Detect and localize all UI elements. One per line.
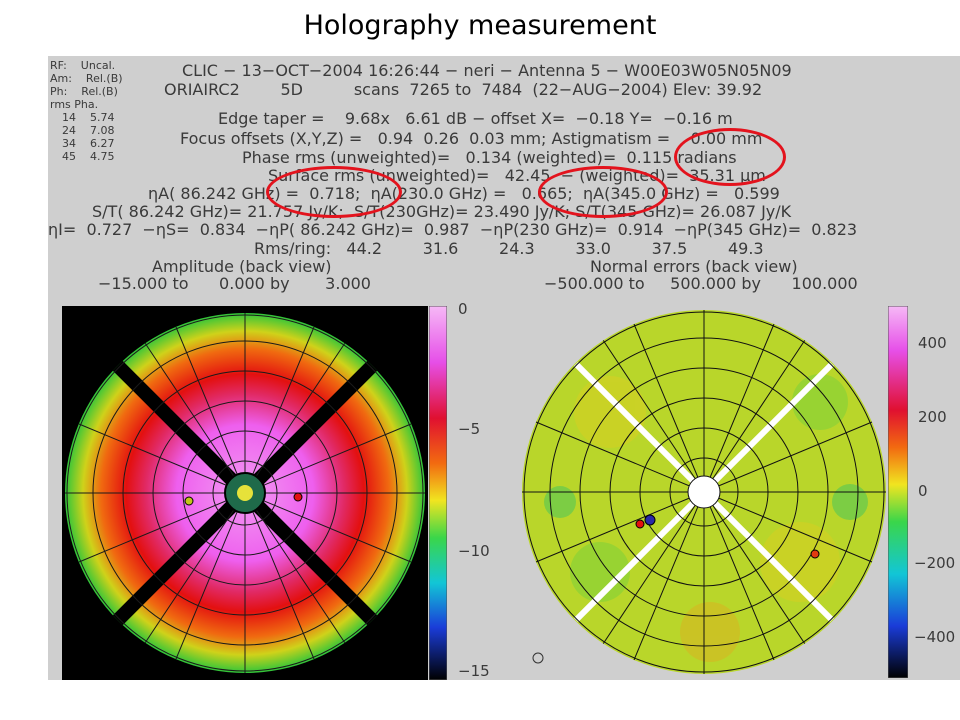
normal-errors-grid [522,310,886,674]
errors-tick-0: 0 [918,482,928,500]
amplitude-tick-10: −10 [458,542,490,560]
normal-errors-colorbar [888,306,908,678]
amplitude-colorbar [429,306,447,680]
rf-label: RF: Uncal. [50,59,116,72]
normal-errors-map [522,310,886,674]
rms-header: rms Pha. [50,98,99,111]
errors-tick-m200: −200 [914,554,956,572]
amplitude-tick-5: −5 [458,420,481,438]
header-line-3: Edge taper = 9.68x 6.61 dB − offset X= −… [218,109,733,128]
rms-row-3: 34 6.27 [62,137,115,150]
errors-tick-m400: −400 [914,628,956,646]
header-line-10: Rms/ring: 44.2 31.6 24.3 33.0 37.5 49.3 [254,239,764,258]
highlight-eta-230 [538,166,668,218]
ph-label: Ph: Rel.(B) [50,85,118,98]
amplitude-tick-0: 0 [458,300,468,318]
normal-errors-range: −500.000 to 500.000 by 100.000 [544,274,858,293]
amplitude-title: Amplitude (back view) [152,257,332,276]
errors-tick-200: 200 [918,408,947,426]
header-line-8: S/T( 86.242 GHz)= 21.757 Jy/K; S/T(230GH… [92,202,792,221]
header-line-2: ORIAIRC2 5D scans 7265 to 7484 (22−AUG−2… [164,80,763,99]
highlight-radians [674,128,786,186]
header-line-5: Phase rms (unweighted)= 0.134 (weighted)… [242,148,737,167]
header-line-9: ηI= 0.727 −ηS= 0.834 −ηP( 86.242 GHz)= 0… [48,220,858,239]
rms-row-4: 45 4.75 [62,150,115,163]
holography-figure: RF: Uncal. Am: Rel.(B) Ph: Rel.(B) rms P… [48,56,960,680]
amplitude-range: −15.000 to 0.000 by 3.000 [98,274,371,293]
highlight-eta-86 [266,166,402,218]
am-label: Am: Rel.(B) [50,72,123,85]
header-line-4: Focus offsets (X,Y,Z) = 0.94 0.26 0.03 m… [180,129,763,148]
errors-tick-400: 400 [918,334,947,352]
slide-title: Holography measurement [303,10,657,41]
normal-errors-title: Normal errors (back view) [590,257,798,276]
header-line-1: CLIC − 13−OCT−2004 16:26:44 − neri − Ant… [182,61,792,80]
rms-row-2: 24 7.08 [62,124,115,137]
rms-row-1: 14 5.74 [62,111,115,124]
amplitude-map [62,306,428,680]
header-line-7: ηA( 86.242 GHz) = 0.718; ηA(230.0 GHz) =… [148,184,780,203]
center-hole [687,475,721,509]
amplitude-grid [65,313,425,673]
amplitude-tick-15: −15 [458,662,490,680]
